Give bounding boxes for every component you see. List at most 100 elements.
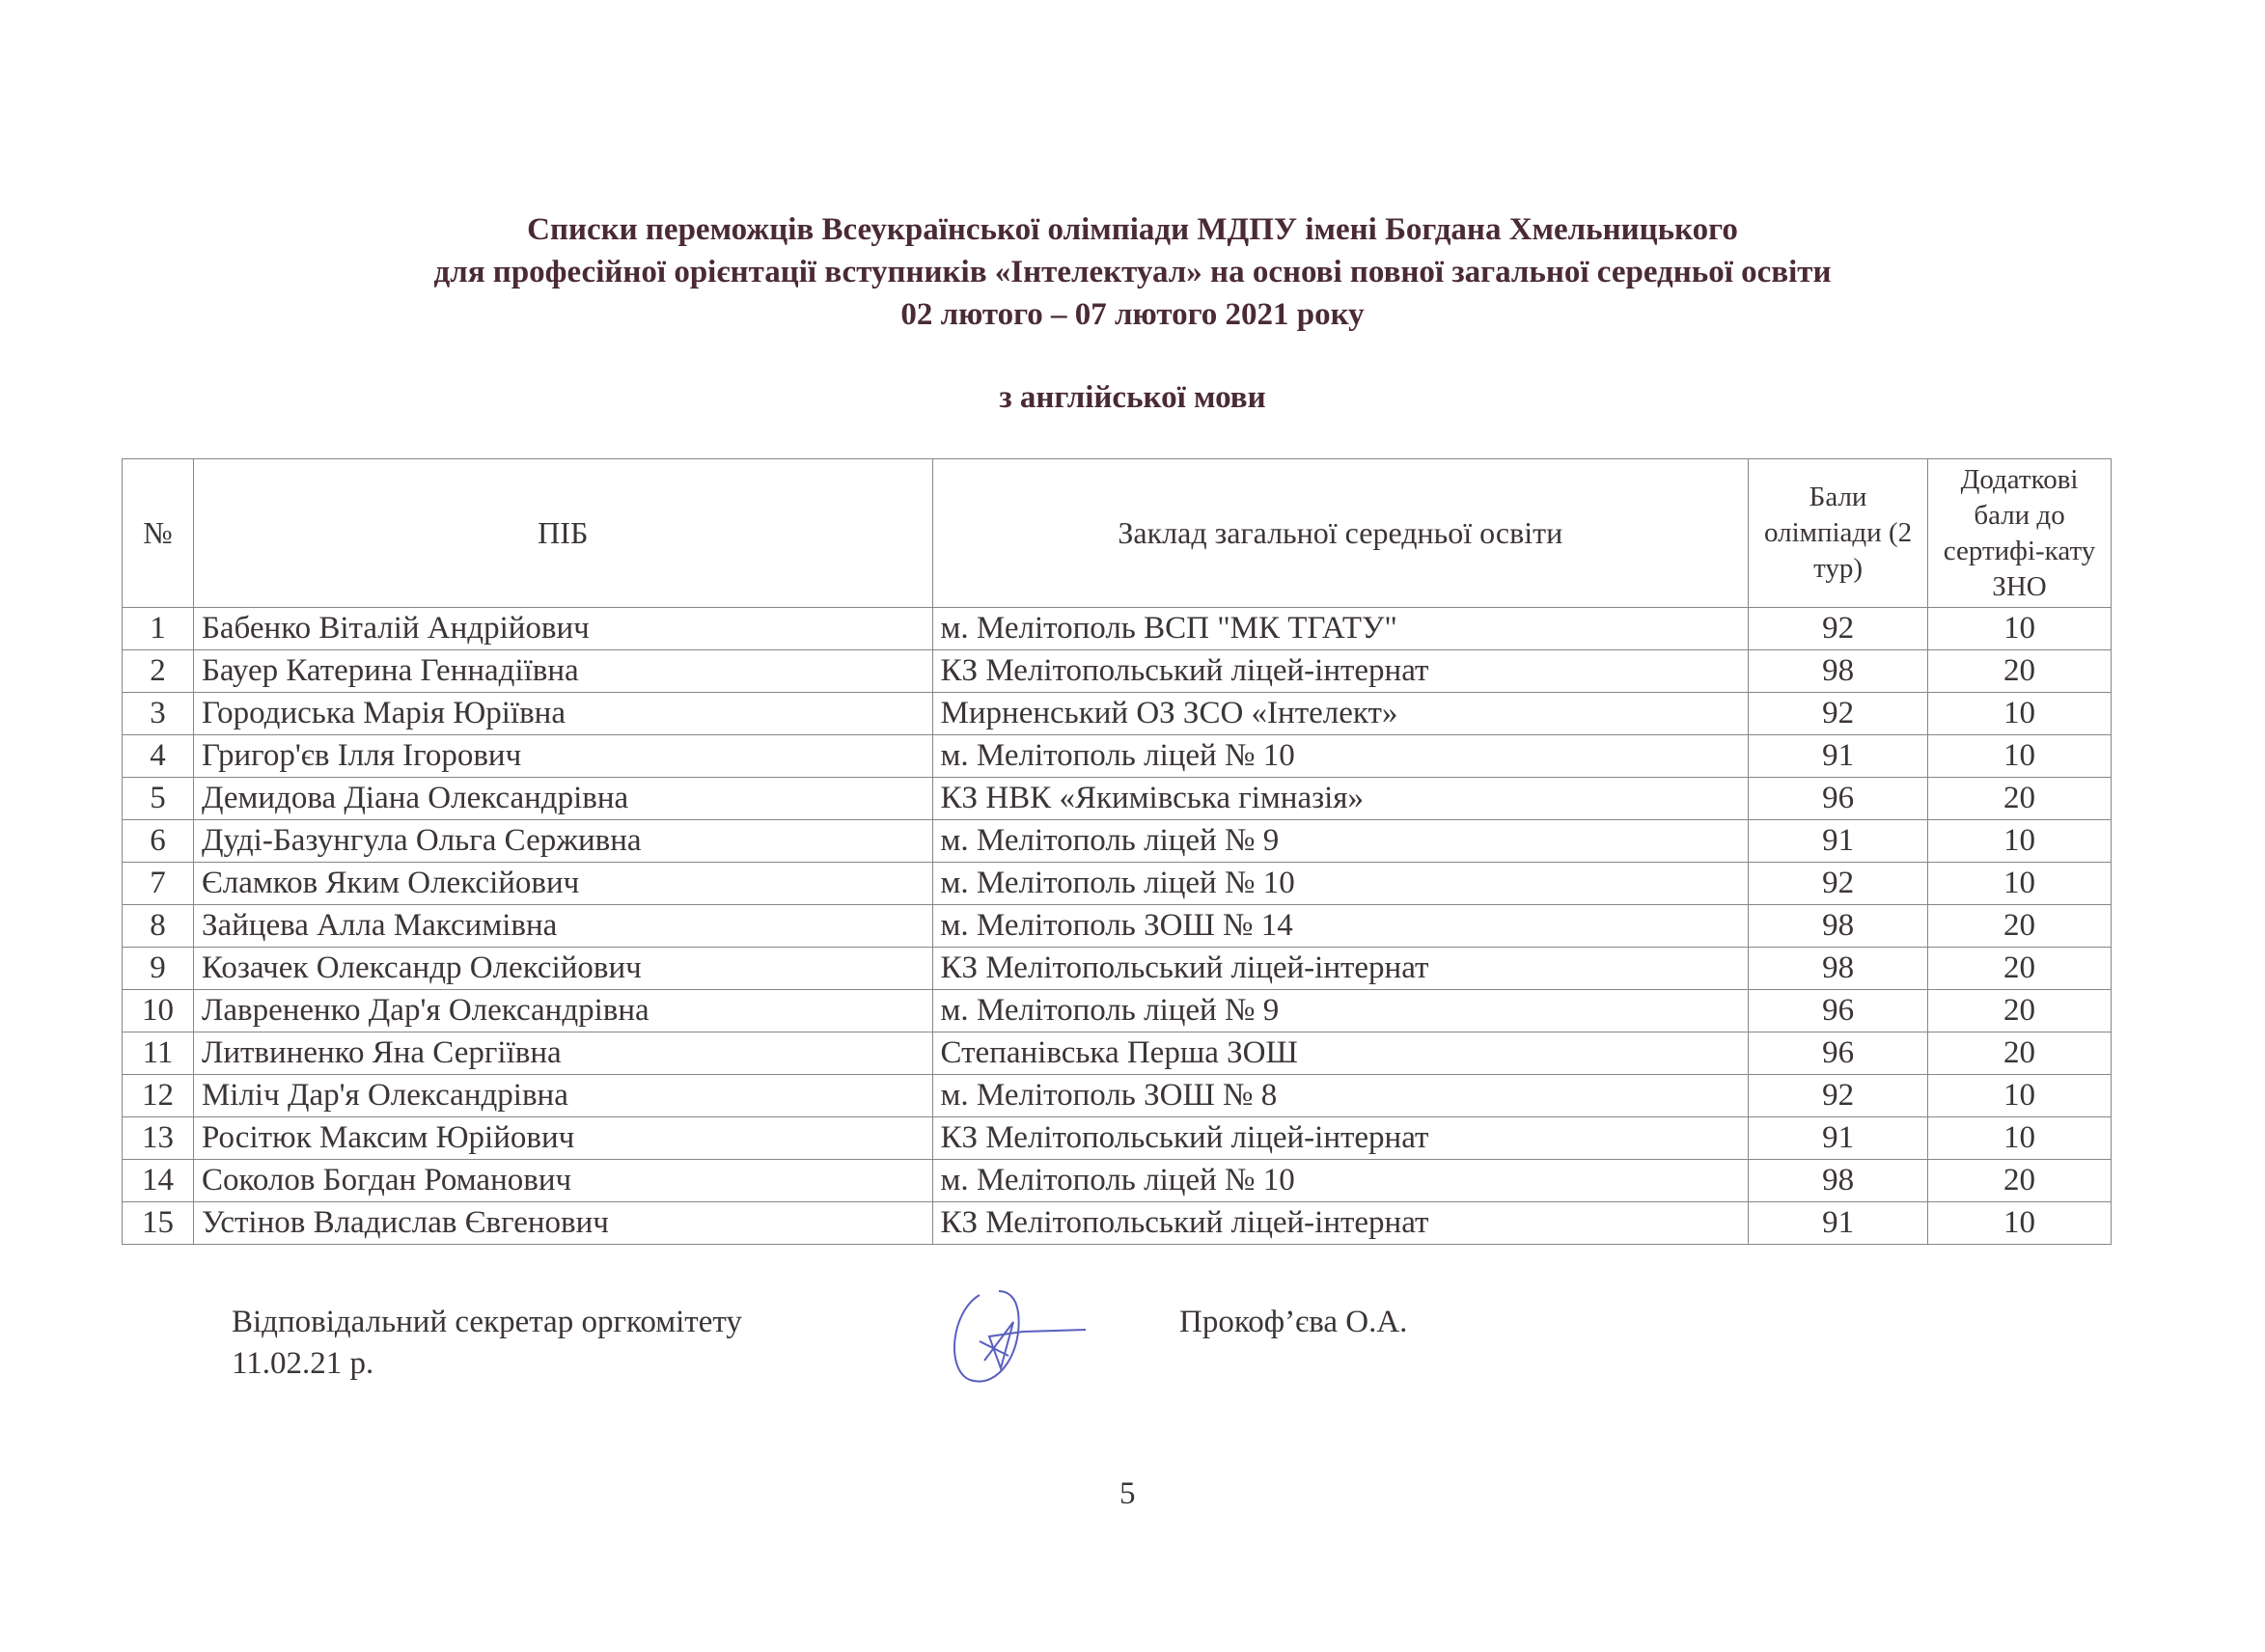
student-name: Бауер Катерина Геннадіївна [192, 649, 933, 693]
student-name: Міліч Дар'я Олександрівна [192, 1074, 933, 1117]
table-row: 6 Дуді-Базунгула Ольга Серживна м. Мелітоп… [122, 819, 2112, 863]
school: КЗ Мелітопольський ліцей-інтернат [931, 947, 1750, 990]
header-olympiad-score-text: Бали олімпіади (2 тур) [1763, 482, 1913, 584]
olympiad-score: 91 [1748, 819, 1929, 863]
row-number: 2 [122, 649, 194, 693]
row-number: 12 [122, 1074, 194, 1117]
title-line-2: для професійної орієнтації вступників «І… [433, 255, 1832, 289]
table-row: 11 Литвиненко Яна Сергіївна Степанівська П… [122, 1032, 2112, 1075]
signatory-name: Прокоф’єва О.А. [1179, 1305, 1408, 1339]
row-number: 14 [122, 1159, 194, 1202]
school: КЗ Мелітопольський ліцей-інтернат [931, 1201, 1750, 1245]
page-number: 5 [1119, 1476, 1136, 1511]
winners-table: № ПІБ Заклад загальної середньої освіти … [122, 458, 2112, 1245]
student-name: Устінов Владислав Євгенович [192, 1201, 933, 1245]
table-row: 5 Демидова Діана Олександрівна КЗ НВК «Яки… [122, 777, 2112, 820]
school: КЗ Мелітопольський ліцей-інтернат [931, 649, 1750, 693]
row-number: 11 [122, 1032, 194, 1075]
title-dates: 02 лютого – 07 лютого 2021 року [900, 297, 1365, 332]
student-name: Соколов Богдан Романович [192, 1159, 933, 1202]
bonus-points: 20 [1927, 989, 2112, 1032]
olympiad-score: 96 [1748, 989, 1929, 1032]
row-number: 15 [122, 1201, 194, 1245]
olympiad-score: 91 [1748, 1116, 1929, 1160]
bonus-points: 20 [1927, 1159, 2112, 1202]
table-row: 1 Бабенко Віталій Андрійович м. Мелітополь… [122, 607, 2112, 650]
table-row: 4 Григор'єв Ілля Ігорович м. Мелітополь лі… [122, 734, 2112, 778]
school: КЗ НВК «Якимівська гімназія» [931, 777, 1750, 820]
row-number: 7 [122, 862, 194, 905]
row-number: 3 [122, 692, 194, 735]
student-name: Бабенко Віталій Андрійович [192, 607, 933, 650]
header-olympiad-score: Бали олімпіади (2 тур) [1748, 458, 1929, 608]
student-name: Литвиненко Яна Сергіївна [192, 1032, 933, 1075]
school: м. Мелітополь ліцей № 9 [931, 819, 1750, 863]
header-name: ПІБ [192, 458, 933, 608]
header-school: Заклад загальної середньої освіти [931, 458, 1750, 608]
row-number: 13 [122, 1116, 194, 1160]
school: КЗ Мелітопольський ліцей-інтернат [931, 1116, 1750, 1160]
handwritten-signature [953, 1290, 1087, 1383]
row-number: 6 [122, 819, 194, 863]
row-number: 4 [122, 734, 194, 778]
bonus-points: 20 [1927, 649, 2112, 693]
table-row: 2 Бауер Катерина Геннадіївна КЗ Мелітополь… [122, 649, 2112, 693]
student-name: Городиська Марія Юріївна [192, 692, 933, 735]
school: м. Мелітополь ЗОШ № 8 [931, 1074, 1750, 1117]
table-header-row: № ПІБ Заклад загальної середньої освіти … [122, 458, 2112, 608]
olympiad-score: 98 [1748, 649, 1929, 693]
olympiad-score: 92 [1748, 607, 1929, 650]
table-row: 13 Росітюк Максим Юрійович КЗ Мелітопольсь… [122, 1116, 2112, 1160]
bonus-points: 20 [1927, 947, 2112, 990]
bonus-points: 10 [1927, 862, 2112, 905]
row-number: 8 [122, 904, 194, 948]
olympiad-score: 96 [1748, 777, 1929, 820]
bonus-points: 10 [1927, 607, 2112, 650]
school: м. Мелітополь ліцей № 10 [931, 862, 1750, 905]
olympiad-score: 96 [1748, 1032, 1929, 1075]
table-row: 9 Козачек Олександр Олексійович КЗ Мелітоп… [122, 947, 2112, 990]
school: Степанівська Перша ЗОШ [931, 1032, 1750, 1075]
olympiad-score: 92 [1748, 1074, 1929, 1117]
olympiad-score: 92 [1748, 692, 1929, 735]
table-row: 15 Устінов Владислав Євгенович КЗ Мелітопо… [122, 1201, 2112, 1245]
table-row: 8 Зайцева Алла Максимівна м. Мелітополь ЗО… [122, 904, 2112, 948]
row-number: 1 [122, 607, 194, 650]
school: м. Мелітополь ліцей № 10 [931, 734, 1750, 778]
header-bonus-points: Додаткові бали до сертифі-кату ЗНО [1927, 458, 2112, 608]
student-name: Демидова Діана Олександрівна [192, 777, 933, 820]
signature-date: 11.02.21 р. [232, 1346, 374, 1381]
student-name: Росітюк Максим Юрійович [192, 1116, 933, 1160]
table-row: 12 Міліч Дар'я Олександрівна м. Мелітополь… [122, 1074, 2112, 1117]
table-row: 3 Городиська Марія Юріївна Мирненський ОЗ … [122, 692, 2112, 735]
row-number: 9 [122, 947, 194, 990]
signatory-position: Відповідальний секретар оргкомітету [232, 1305, 742, 1339]
olympiad-score: 98 [1748, 947, 1929, 990]
bonus-points: 20 [1927, 904, 2112, 948]
header-bonus-points-text: Додаткові бали до сертифі-кату ЗНО [1943, 463, 2096, 602]
school: Мирненський ОЗ ЗСО «Інтелект» [931, 692, 1750, 735]
bonus-points: 10 [1927, 1116, 2112, 1160]
bonus-points: 20 [1927, 1032, 2112, 1075]
table-row: 10 Лаврененко Дар'я Олександрівна м. Меліт… [122, 989, 2112, 1032]
olympiad-score: 91 [1748, 734, 1929, 778]
bonus-points: 10 [1927, 734, 2112, 778]
school: м. Мелітополь ліцей № 10 [931, 1159, 1750, 1202]
student-name: Козачек Олександр Олексійович [192, 947, 933, 990]
olympiad-score: 98 [1748, 904, 1929, 948]
table-row: 7 Єламков Яким Олексійович м. Мелітополь л… [122, 862, 2112, 905]
bonus-points: 20 [1927, 777, 2112, 820]
bonus-points: 10 [1927, 1201, 2112, 1245]
student-name: Єламков Яким Олексійович [192, 862, 933, 905]
olympiad-score: 92 [1748, 862, 1929, 905]
school: м. Мелітополь ВСП "МК ТГАТУ" [931, 607, 1750, 650]
header-number: № [122, 458, 194, 608]
bonus-points: 10 [1927, 1074, 2112, 1117]
table-row: 14 Соколов Богдан Романович м. Мелітополь … [122, 1159, 2112, 1202]
title-line-1: Списки переможців Всеукраїнської олімпіа… [527, 212, 1738, 247]
student-name: Лаврененко Дар'я Олександрівна [192, 989, 933, 1032]
bonus-points: 10 [1927, 819, 2112, 863]
school: м. Мелітополь ліцей № 9 [931, 989, 1750, 1032]
school: м. Мелітополь ЗОШ № 14 [931, 904, 1750, 948]
subject-heading: з англійської мови [999, 380, 1266, 415]
